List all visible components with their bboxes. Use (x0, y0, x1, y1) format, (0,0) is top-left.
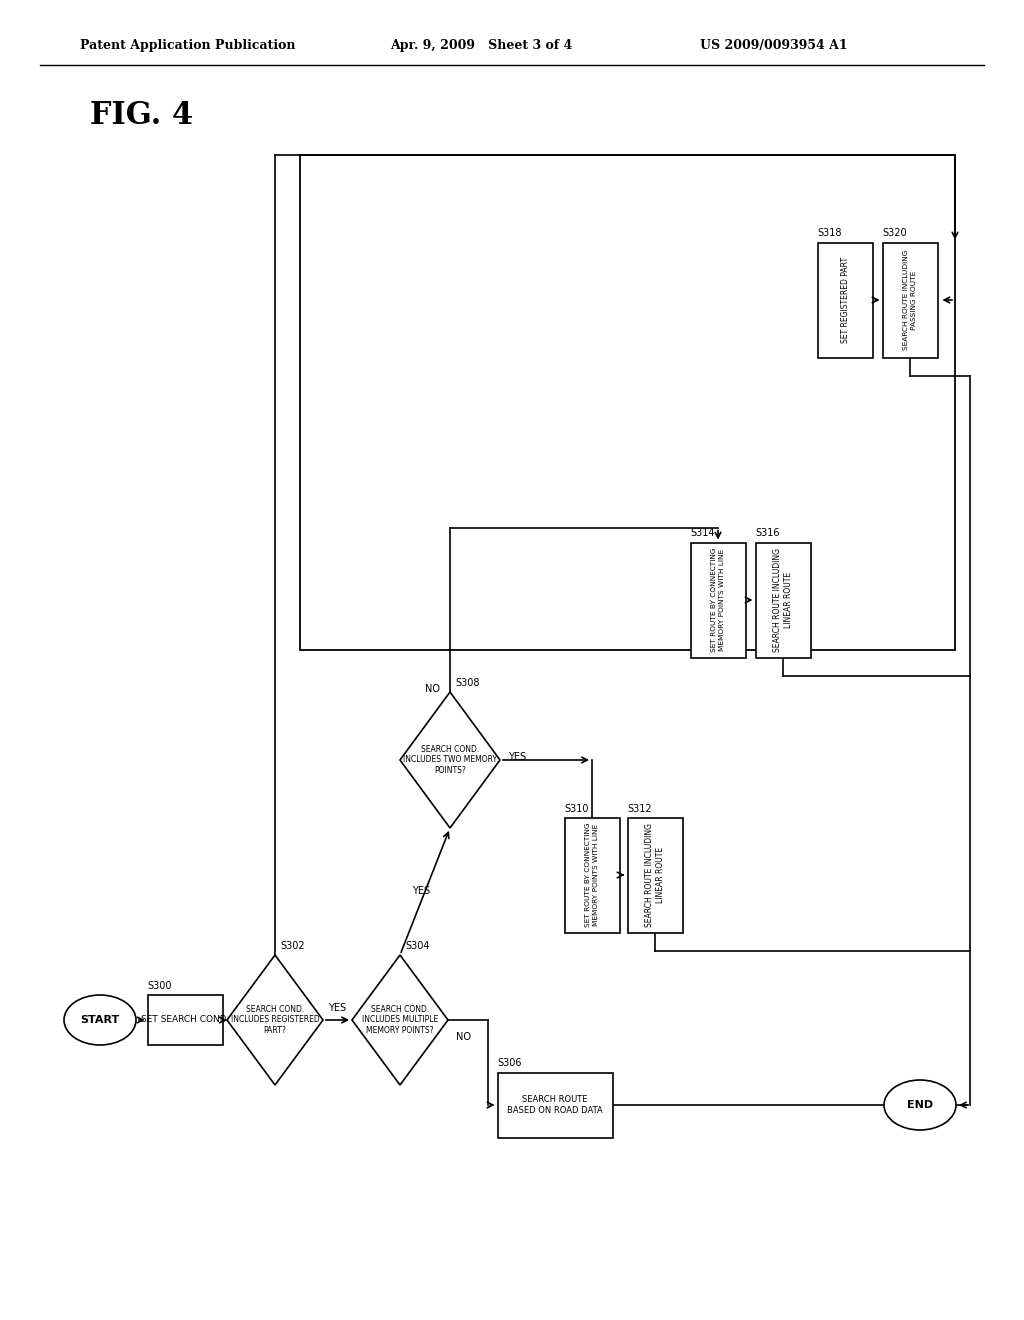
Text: S318: S318 (817, 228, 842, 239)
Text: FIG. 4: FIG. 4 (90, 100, 194, 131)
Text: S310: S310 (564, 804, 589, 813)
Text: S306: S306 (498, 1059, 522, 1068)
Text: SEARCH COND.
INCLUDES REGISTERED
PART?: SEARCH COND. INCLUDES REGISTERED PART? (230, 1005, 319, 1035)
Text: Patent Application Publication: Patent Application Publication (80, 40, 296, 51)
Text: SET SEARCH COND.: SET SEARCH COND. (140, 1015, 229, 1024)
Text: SEARCH COND.
INCLUDES TWO MEMORY
POINTS?: SEARCH COND. INCLUDES TWO MEMORY POINTS? (402, 744, 497, 775)
Text: SEARCH ROUTE INCLUDING
PASSING ROUTE: SEARCH ROUTE INCLUDING PASSING ROUTE (903, 249, 916, 350)
Text: S304: S304 (406, 941, 429, 950)
Ellipse shape (63, 995, 136, 1045)
Text: YES: YES (329, 1003, 346, 1012)
Bar (564, 817, 620, 932)
Text: END: END (907, 1100, 933, 1110)
Bar (628, 817, 683, 932)
Text: S316: S316 (756, 528, 780, 539)
Text: YES: YES (508, 752, 526, 762)
Text: S308: S308 (455, 678, 479, 688)
Text: YES: YES (412, 887, 430, 896)
Text: NO: NO (456, 1032, 471, 1041)
Text: S300: S300 (147, 981, 172, 991)
Text: SET REGISTERED PART: SET REGISTERED PART (841, 257, 850, 343)
Text: Apr. 9, 2009   Sheet 3 of 4: Apr. 9, 2009 Sheet 3 of 4 (390, 40, 572, 51)
Polygon shape (400, 692, 500, 828)
Polygon shape (352, 954, 449, 1085)
Text: SET ROUTE BY CONNECTING
MEMORY POINTS WITH LINE: SET ROUTE BY CONNECTING MEMORY POINTS WI… (712, 548, 725, 652)
Text: NO: NO (425, 684, 440, 694)
Text: SEARCH ROUTE
BASED ON ROAD DATA: SEARCH ROUTE BASED ON ROAD DATA (507, 1096, 603, 1114)
Text: START: START (80, 1015, 120, 1026)
Text: S302: S302 (280, 941, 304, 950)
Text: S320: S320 (883, 228, 907, 239)
Text: S314: S314 (690, 528, 715, 539)
Text: SEARCH ROUTE INCLUDING
LINEAR ROUTE: SEARCH ROUTE INCLUDING LINEAR ROUTE (773, 548, 793, 652)
Text: US 2009/0093954 A1: US 2009/0093954 A1 (700, 40, 848, 51)
Text: SET ROUTE BY CONNECTING
MEMORY POINTS WITH LINE: SET ROUTE BY CONNECTING MEMORY POINTS WI… (586, 822, 598, 927)
Bar (300, 154, 955, 649)
Bar (690, 543, 745, 657)
Text: SEARCH ROUTE INCLUDING
LINEAR ROUTE: SEARCH ROUTE INCLUDING LINEAR ROUTE (645, 822, 665, 927)
Bar (756, 543, 811, 657)
Ellipse shape (884, 1080, 956, 1130)
Bar (883, 243, 938, 358)
Bar (817, 243, 872, 358)
Bar (498, 1072, 612, 1138)
Polygon shape (227, 954, 323, 1085)
Text: S312: S312 (628, 804, 652, 813)
Text: SEARCH COND.
INCLUDES MULTIPLE
MEMORY POINTS?: SEARCH COND. INCLUDES MULTIPLE MEMORY PO… (361, 1005, 438, 1035)
Bar (147, 995, 222, 1045)
